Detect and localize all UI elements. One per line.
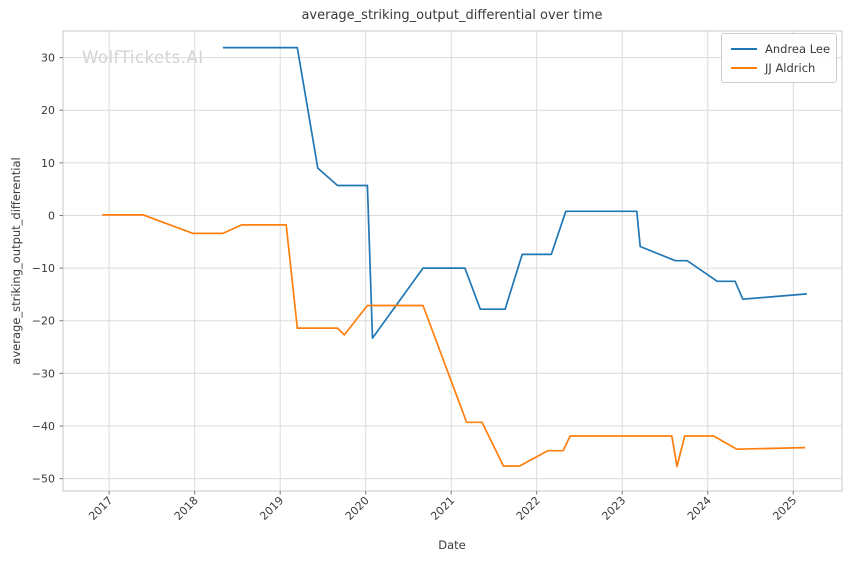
legend-line-swatch-orange — [731, 66, 757, 69]
y-tick-label: 10 — [41, 157, 55, 170]
series-line-andrea-lee — [222, 46, 807, 339]
x-tick-label: 2022 — [514, 494, 543, 523]
y-tick-label: 0 — [48, 209, 55, 222]
legend-item-andrea-lee: Andrea Lee — [731, 39, 831, 58]
chart-title: average_striking_output_differential ove… — [301, 8, 603, 23]
y-tick-label: −50 — [32, 473, 55, 486]
x-tick-label: 2021 — [428, 494, 457, 523]
x-tick-label: 2025 — [770, 494, 799, 523]
x-tick-label: 2024 — [685, 494, 714, 523]
legend-label: JJ Aldrich — [765, 60, 816, 75]
y-tick-label: −10 — [32, 262, 55, 275]
series-line-jj-aldrich — [102, 214, 806, 468]
y-tick-label: −40 — [32, 420, 55, 433]
y-tick-label: −30 — [32, 367, 55, 380]
legend-item-jj-aldrich: JJ Aldrich — [731, 58, 827, 77]
x-tick-label: 2017 — [86, 494, 115, 523]
x-tick-label: 2020 — [343, 494, 372, 523]
y-tick-label: 30 — [41, 52, 55, 65]
legend: Andrea Lee JJ Aldrich — [721, 33, 837, 83]
x-axis-label: Date — [438, 538, 466, 552]
y-axis-label: average_striking_output_differential — [9, 157, 23, 365]
x-tick-label: 2018 — [172, 494, 201, 523]
x-tick-label: 2019 — [257, 494, 286, 523]
legend-line-swatch-blue — [731, 47, 757, 50]
plot-border — [62, 30, 843, 492]
y-tick-label: −20 — [32, 315, 55, 328]
x-tick-label: 2023 — [599, 494, 628, 523]
legend-label: Andrea Lee — [765, 41, 831, 56]
y-tick-label: 20 — [41, 104, 55, 117]
